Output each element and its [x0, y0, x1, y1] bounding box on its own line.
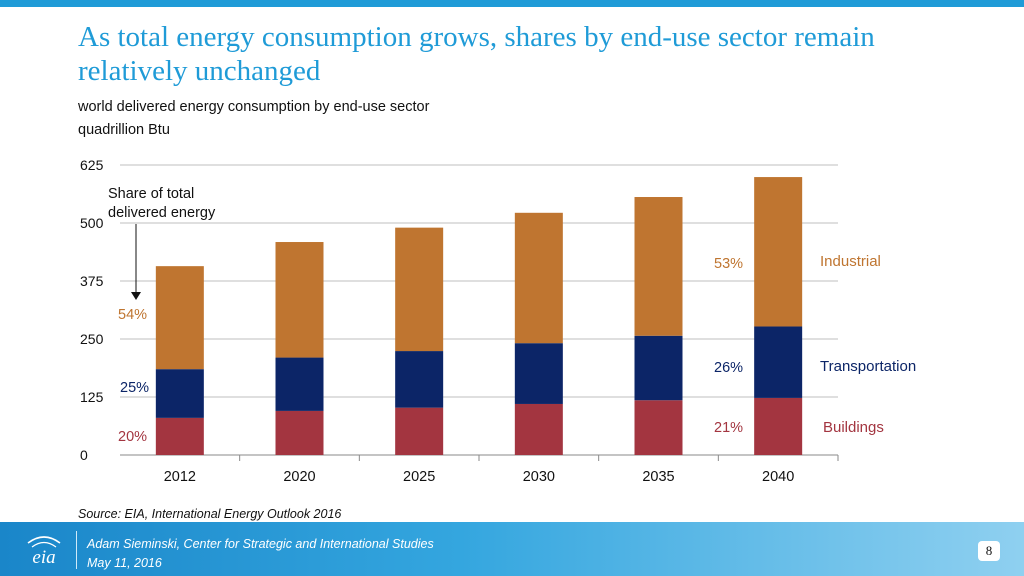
top-accent-bar — [0, 0, 1024, 7]
bar-buildings-2040 — [754, 397, 803, 455]
end-share-transportation: 26% — [714, 360, 743, 376]
y-tick-label: 250 — [80, 331, 104, 347]
bar-industrial-2025 — [395, 227, 444, 352]
x-tick-label: 2035 — [642, 469, 674, 485]
y-tick-label: 500 — [80, 215, 104, 231]
y-tick-label: 375 — [80, 273, 104, 289]
bar-industrial-2012 — [155, 266, 204, 370]
presentation-date: May 11, 2016 — [87, 556, 162, 570]
bar-transportation-2030 — [514, 343, 563, 404]
share-arrow-head — [131, 292, 141, 300]
bar-industrial-2035 — [634, 197, 683, 336]
legend-industrial: Industrial — [820, 253, 881, 270]
x-tick-label: 2030 — [523, 469, 555, 485]
y-tick-label: 125 — [80, 389, 104, 405]
end-share-industrial: 53% — [714, 256, 743, 272]
y-tick-label: 625 — [80, 157, 104, 173]
y-tick-label: 0 — [80, 447, 88, 463]
footer-divider — [76, 531, 77, 569]
bar-industrial-2040 — [754, 177, 803, 327]
start-share-transportation: 25% — [120, 380, 149, 396]
slide-title: As total energy consumption grows, share… — [78, 21, 875, 87]
page-number: 8 — [978, 541, 1000, 561]
bar-transportation-2020 — [275, 357, 324, 411]
bar-transportation-2012 — [155, 369, 204, 418]
bar-buildings-2012 — [155, 417, 204, 455]
bar-buildings-2020 — [275, 410, 324, 455]
source-note: Source: EIA, International Energy Outloo… — [78, 507, 342, 521]
footer-bar: eia Adam Sieminski, Center for Strategic… — [0, 522, 1024, 576]
bar-transportation-2040 — [754, 326, 803, 398]
bar-transportation-2025 — [395, 351, 444, 408]
x-tick-label: 2025 — [403, 469, 435, 485]
x-tick-label: 2040 — [762, 469, 794, 485]
bar-transportation-2035 — [634, 335, 683, 401]
x-tick-label: 2020 — [283, 469, 315, 485]
start-share-buildings: 20% — [118, 429, 147, 445]
logo-text: eia — [32, 547, 55, 568]
start-share-industrial: 54% — [118, 307, 147, 323]
x-tick-label: 2012 — [164, 469, 196, 485]
legend-buildings: Buildings — [823, 419, 884, 436]
bar-buildings-2035 — [634, 400, 683, 455]
end-share-buildings: 21% — [714, 420, 743, 436]
bar-buildings-2025 — [395, 407, 444, 455]
grid-lines — [120, 164, 839, 461]
legend-transportation: Transportation — [820, 358, 916, 375]
share-annotation-line2: delivered energy — [108, 205, 216, 221]
bars — [155, 177, 803, 455]
presenter-name: Adam Sieminski, Center for Strategic and… — [87, 537, 434, 551]
bar-industrial-2030 — [514, 212, 563, 344]
chart-subtitle: world delivered energy consumption by en… — [78, 99, 430, 115]
bar-industrial-2020 — [275, 242, 324, 358]
eia-logo-icon: eia — [27, 536, 61, 568]
bar-buildings-2030 — [514, 403, 563, 455]
labels: 0 125 250 375 500 625 2012 2020 2025 2030 2035 2040… — [80, 157, 916, 485]
stacked-bar-chart: 0 125 250 375 500 625 2012 2020 2025 2030 2035 2040… — [80, 157, 916, 485]
chart-units: quadrillion Btu — [78, 122, 170, 138]
share-annotation-line1: Share of total — [108, 186, 194, 202]
